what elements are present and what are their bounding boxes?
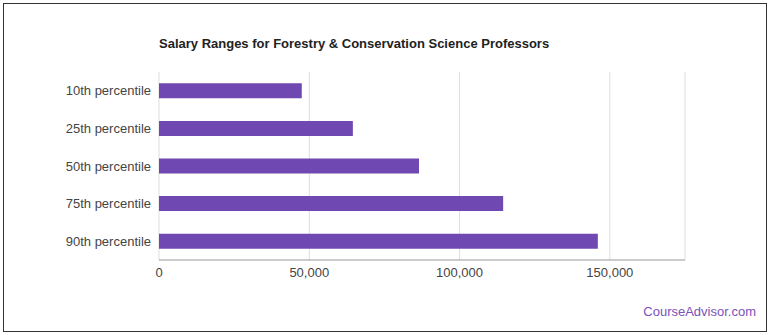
html-text:CourseAdvisor.com: CourseAdvisor.com xyxy=(643,304,756,319)
svg-text:25th percentile: 25th percentile xyxy=(66,121,151,136)
svg-text:150,000: 150,000 xyxy=(586,265,633,280)
svg-text:100,000: 100,000 xyxy=(436,265,483,280)
svg-text:75th percentile: 75th percentile xyxy=(66,196,151,211)
html-text:Salary Ranges for Forestry & C: Salary Ranges for Forestry & Conservatio… xyxy=(159,36,550,51)
svg-text:50,000: 50,000 xyxy=(289,265,329,280)
svg-text:90th percentile: 90th percentile xyxy=(66,234,151,249)
svg-text:0: 0 xyxy=(155,265,162,280)
svg-text:10th percentile: 10th percentile xyxy=(66,83,151,98)
svg-text:50th percentile: 50th percentile xyxy=(66,159,151,174)
